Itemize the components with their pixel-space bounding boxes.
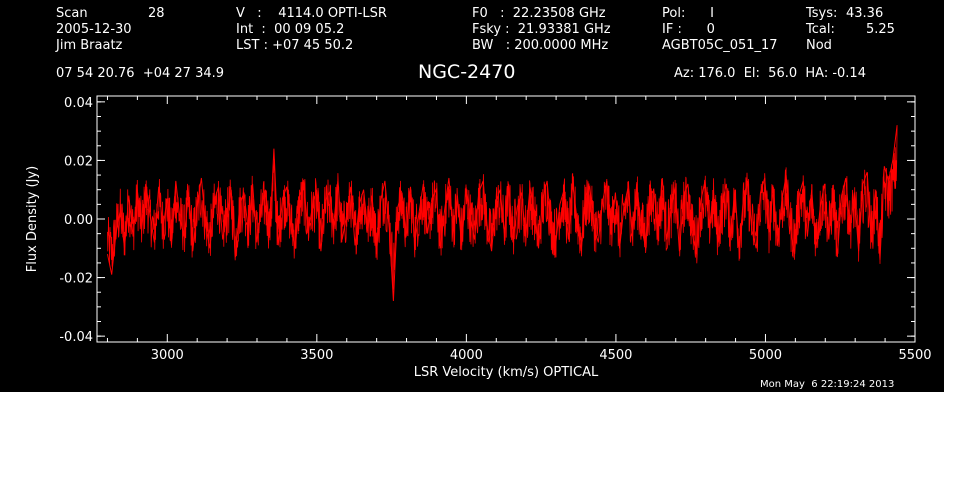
y-tick-label: 0.00 [64, 213, 93, 228]
velocity-line: V : 4114.0 OPTI-LSR [236, 6, 387, 21]
series-samples-1 [107, 125, 898, 302]
source-coordinates: 07 54 20.76 +04 27 34.9 [56, 66, 225, 81]
scan-label: Scan [56, 6, 88, 21]
scan-value: 28 [148, 6, 165, 21]
observer-name: Jim Braatz [56, 38, 123, 53]
bandwidth-line: BW : 200.0000 MHz [472, 38, 609, 53]
tsys-label: Tsys: [806, 6, 838, 21]
tcal-value: 5.25 [866, 22, 895, 37]
x-tick-label: 4000 [450, 348, 483, 363]
tcal-label: Tcal: [806, 22, 835, 37]
x-tick-label: 4500 [599, 348, 632, 363]
obs-date: 2005-12-30 [56, 22, 132, 37]
integration-line: Int : 00 09 05.2 [236, 22, 345, 37]
y-tick-label: -0.02 [59, 272, 93, 287]
if-line: IF : 0 [662, 22, 715, 37]
spectrum-chart: 3000 3500 4000 4500 5000 5500 -0.04 -0.02 0.00 0.… [25, 95, 932, 380]
lst-line: LST : +07 45 50.2 [236, 38, 354, 53]
y-tick-label: 0.04 [64, 96, 93, 111]
plot-panel: Scan 28 2005-12-30 Jim Braatz V : 4114.0… [0, 0, 944, 392]
f0-line: F0 : 22.23508 GHz [472, 6, 606, 21]
polarization-line: Pol: I [662, 6, 714, 21]
y-axis-label: Flux Density (Jy) [25, 166, 40, 272]
timestamp: Mon May 6 22:19:24 2013 [760, 379, 895, 390]
x-tick-label: 5500 [898, 348, 931, 363]
project-id: AGBT05C_051_17 [662, 38, 778, 53]
x-axis-label: LSR Velocity (km/s) OPTICAL [414, 365, 599, 380]
y-tick-label: -0.04 [59, 330, 93, 345]
x-tick-label: 5000 [749, 348, 782, 363]
observing-mode: Nod [806, 38, 832, 53]
y-tick-label: 0.02 [64, 154, 93, 169]
az-el-ha: Az: 176.0 El: 56.0 HA: -0.14 [674, 66, 866, 81]
x-tick-label: 3000 [151, 348, 184, 363]
x-tick-label: 3500 [300, 348, 333, 363]
fsky-line: Fsky : 21.93381 GHz [472, 22, 611, 37]
chart-title: NGC-2470 [418, 61, 516, 83]
tsys-value: 43.36 [846, 6, 884, 21]
